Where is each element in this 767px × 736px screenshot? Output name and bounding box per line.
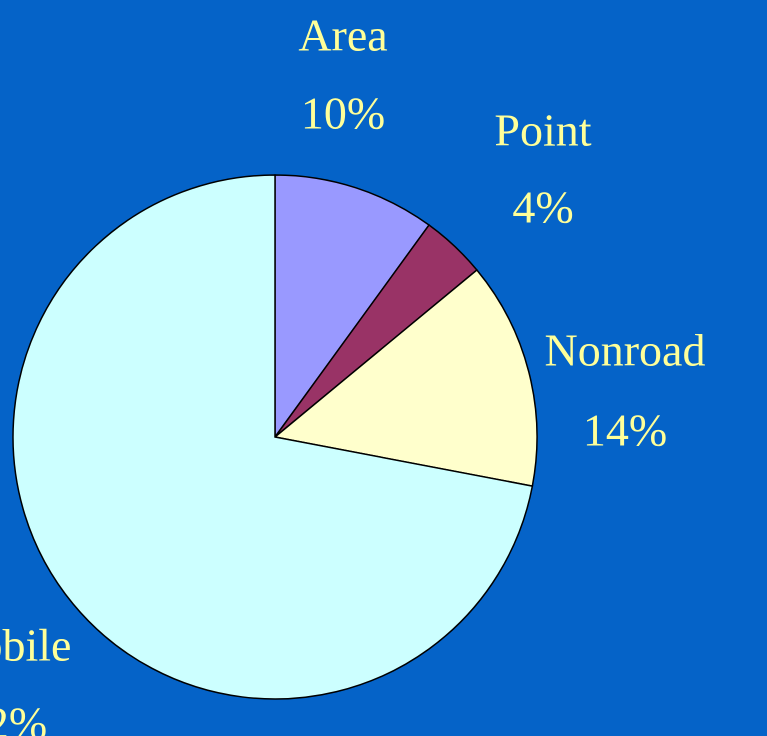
slice-label: Point [494,105,591,156]
slice-label: Area [298,10,387,61]
slice-value-label: 72% [0,698,47,736]
pie-slice [274,174,431,440]
slice-value-label: 10% [301,88,385,139]
slice-value-label: 4% [512,182,573,233]
slice-value-label: 14% [583,405,667,456]
slice-label: Nonroad [545,325,706,376]
slice-label: Mobile [0,620,71,671]
pie-slice [273,268,538,487]
pie-slice [12,174,534,700]
